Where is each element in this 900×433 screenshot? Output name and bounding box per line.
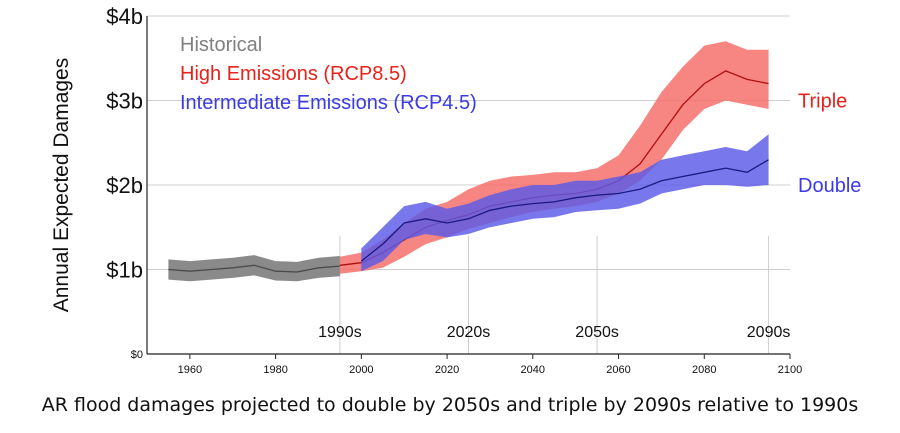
x-tick-label: 2040 bbox=[521, 364, 545, 376]
y-tick-label: $2b bbox=[106, 173, 143, 198]
decade-label: 2090s bbox=[747, 324, 791, 341]
y-tick-label: $3b bbox=[106, 89, 143, 114]
legend-entry: Intermediate Emissions (RCP4.5) bbox=[180, 92, 477, 114]
y-tick-label: $1b bbox=[106, 258, 143, 283]
x-tick-label: 2100 bbox=[778, 364, 802, 376]
decade-label: 2050s bbox=[575, 324, 619, 341]
x-tick-label: 2000 bbox=[349, 364, 373, 376]
right-label-triple: Triple bbox=[798, 91, 847, 113]
flood-damage-chart: $0 $1b $2b $3b $4b 1960 1980 2000 2020 2040 2060 20… bbox=[50, 4, 861, 376]
intermediate-emissions-band bbox=[361, 134, 769, 272]
decade-label: 2020s bbox=[447, 324, 491, 341]
historical-mean-line bbox=[168, 264, 340, 273]
x-tick-label: 1980 bbox=[263, 364, 287, 376]
x-tick-label: 1960 bbox=[178, 364, 202, 376]
y-tick-label: $4b bbox=[106, 4, 143, 29]
decade-label: 1990s bbox=[318, 324, 362, 341]
historical-band bbox=[168, 255, 340, 282]
legend-entry: Historical bbox=[180, 34, 262, 56]
y-axis-title: Annual Expected Damages bbox=[50, 58, 73, 313]
legend-entry: High Emissions (RCP8.5) bbox=[180, 63, 407, 85]
x-tick-label: 2080 bbox=[692, 364, 716, 376]
intermediate-emissions-mean-line bbox=[360, 159, 769, 262]
figure-caption: AR flood damages projected to double by … bbox=[41, 394, 859, 416]
x-tick-label: 2060 bbox=[606, 364, 630, 376]
right-label-double: Double bbox=[798, 175, 861, 197]
x-tick-label: 2020 bbox=[435, 364, 459, 376]
y-tick-label: $0 bbox=[131, 349, 143, 361]
